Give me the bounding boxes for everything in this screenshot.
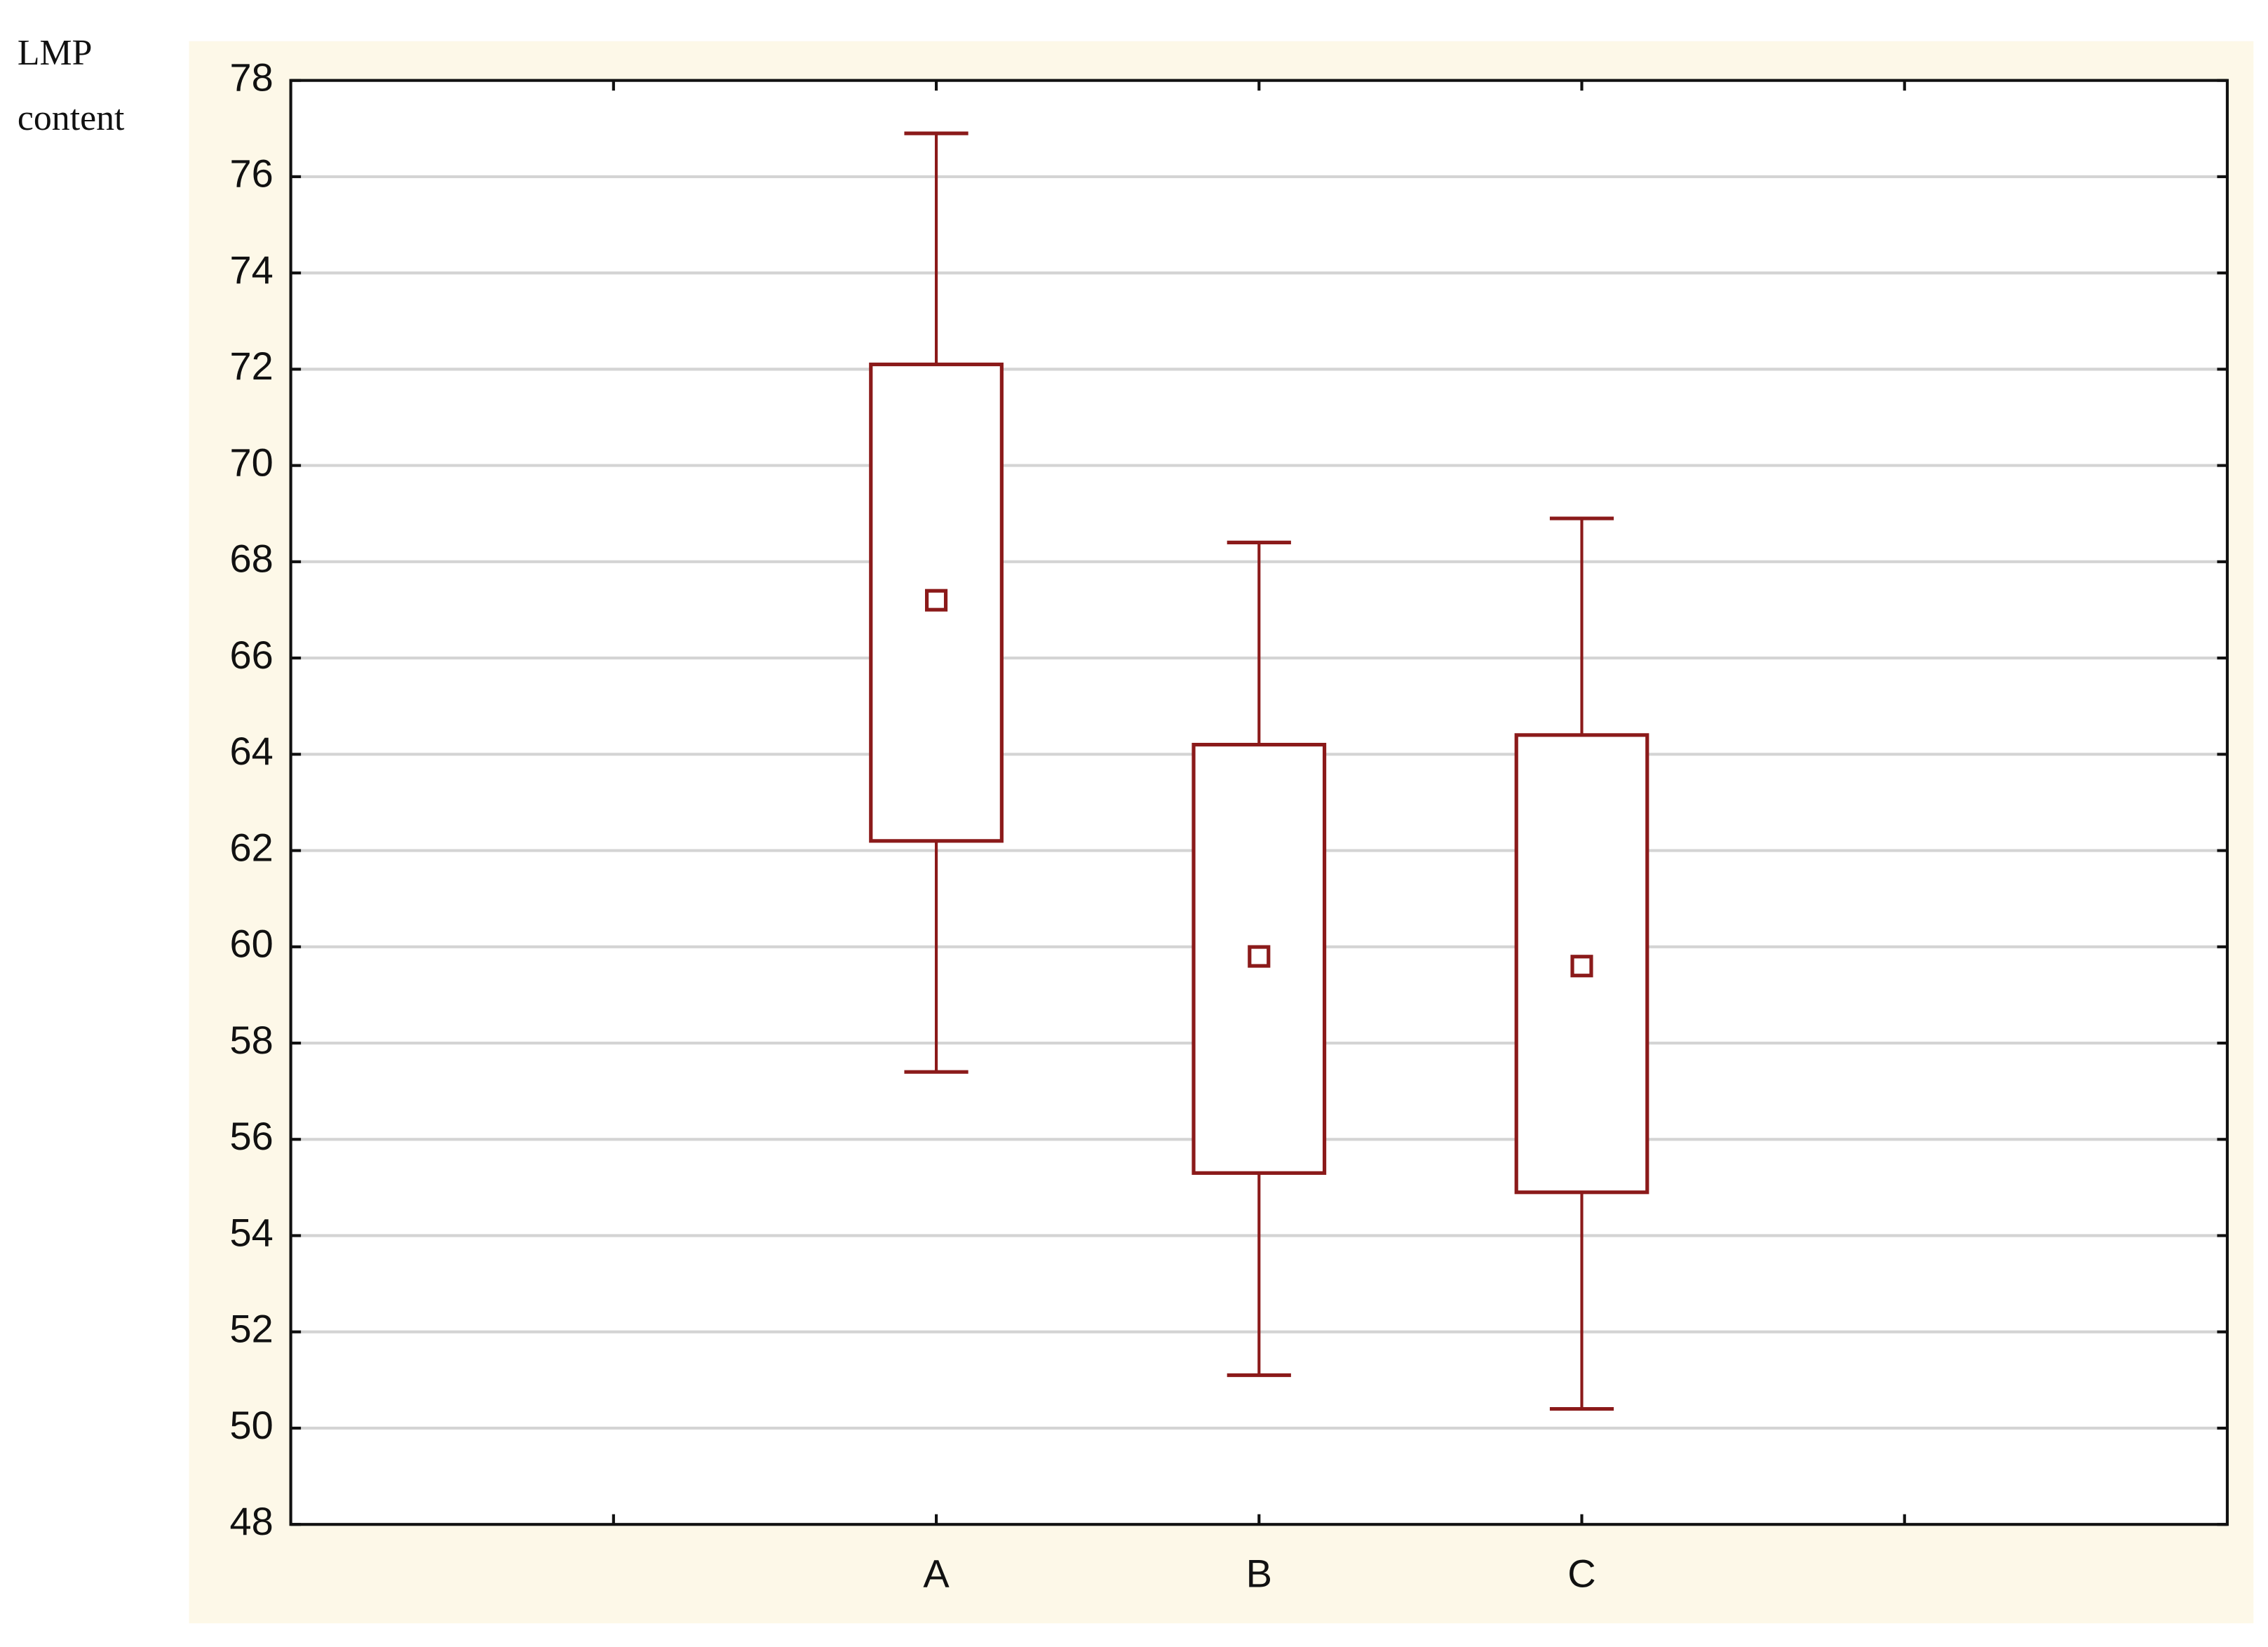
y-tick-label: 74: [229, 248, 273, 292]
x-tick-label: A: [923, 1552, 950, 1596]
y-tick-label: 78: [229, 55, 273, 99]
y-tick-label: 76: [229, 152, 273, 196]
y-tick-label: 52: [229, 1307, 273, 1351]
x-tick-label: C: [1567, 1552, 1595, 1596]
y-tick-label: 70: [229, 440, 273, 484]
x-tick-label: B: [1246, 1552, 1272, 1596]
y-tick-label: 54: [229, 1210, 273, 1254]
mean-point: [1248, 945, 1271, 968]
y-tick-label: 50: [229, 1403, 273, 1447]
y-tick-label: 56: [229, 1114, 273, 1158]
y-tick-label: 64: [229, 729, 273, 773]
mean-point: [1570, 955, 1593, 978]
box: [1514, 733, 1649, 1195]
y-tick-label: 72: [229, 344, 273, 388]
mean-point: [924, 589, 948, 612]
y-tick-label: 48: [229, 1499, 273, 1543]
y-tick-label: 60: [229, 922, 273, 966]
y-axis-label: LMP content: [17, 34, 125, 139]
y-tick-label: 66: [229, 633, 273, 677]
y-tick-label: 58: [229, 1018, 273, 1062]
y-tick-label: 62: [229, 825, 273, 869]
y-tick-label: 68: [229, 537, 273, 581]
y-axis-label-box: LMP content: [17, 34, 125, 139]
